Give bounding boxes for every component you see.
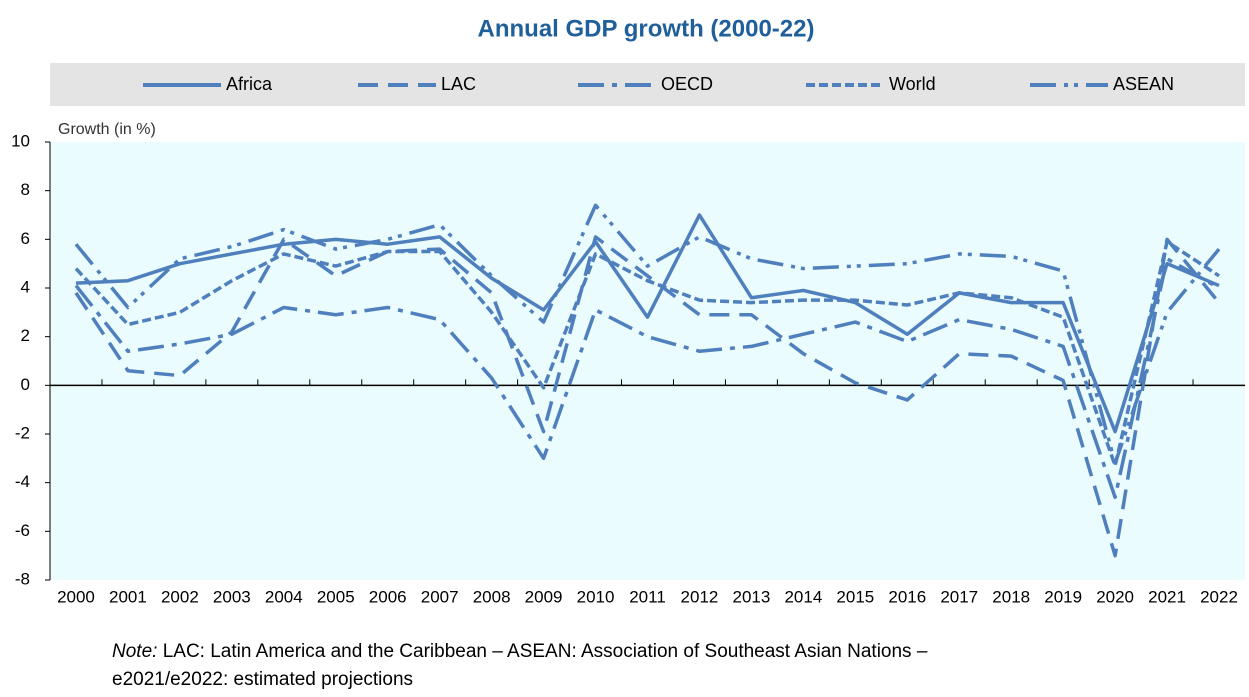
series-line	[75, 213, 1220, 434]
x-tick-label: 2010	[577, 587, 615, 606]
y-tick-label: 6	[21, 229, 30, 248]
x-tick-label: 2000	[57, 587, 95, 606]
y-tick-label: -4	[15, 472, 30, 491]
legend-label: ASEAN	[1113, 74, 1174, 94]
series-line	[74, 235, 1221, 558]
note: Note: LAC: Latin America and the Caribbe…	[112, 641, 928, 662]
note-line: e2021/e2022: estimated projections	[112, 669, 413, 690]
x-tick-label: 2003	[213, 587, 251, 606]
y-tick-label: 2	[21, 326, 30, 345]
y-tick-label: -8	[15, 569, 30, 588]
x-tick-label: 2004	[265, 587, 303, 606]
y-tick-label: -2	[15, 423, 30, 442]
y-tick-label: 8	[21, 180, 30, 199]
x-tick-label: 2011	[629, 587, 666, 606]
y-tick-label: 4	[21, 277, 30, 296]
y-tick-label: 10	[11, 131, 30, 150]
plot-area	[50, 142, 1245, 580]
y-axis-label: Growth (in %)	[58, 121, 156, 138]
series-line	[74, 240, 1220, 468]
x-tick-label: 2001	[109, 587, 147, 606]
legend-label: LAC	[441, 74, 476, 94]
x-tick-label: 2020	[1096, 587, 1134, 606]
x-tick-label: 2022	[1200, 587, 1238, 606]
x-tick-label: 2015	[836, 587, 874, 606]
x-tick-label: 2002	[161, 587, 199, 606]
x-tick-label: 2016	[888, 587, 926, 606]
series-line	[74, 203, 1221, 465]
y-tick-label: 0	[21, 375, 30, 394]
y-tick-label: -6	[15, 521, 30, 540]
x-tick-label: 2017	[940, 587, 978, 606]
legend-label: OECD	[661, 74, 713, 94]
x-tick-label: 2007	[421, 587, 459, 606]
x-tick-label: 2013	[732, 587, 770, 606]
x-tick-label: 2008	[473, 587, 511, 606]
x-tick-label: 2019	[1044, 587, 1082, 606]
x-tick-label: 2021	[1148, 587, 1186, 606]
x-tick-label: 2009	[525, 587, 563, 606]
legend-label: World	[889, 74, 936, 94]
legend-label: Africa	[226, 74, 273, 94]
series-line	[74, 257, 1220, 500]
note-label: Note:	[112, 641, 157, 662]
x-tick-label: 2014	[784, 587, 822, 606]
x-tick-label: 2005	[317, 587, 355, 606]
x-tick-label: 2018	[992, 587, 1030, 606]
x-tick-label: 2006	[369, 587, 407, 606]
x-tick-label: 2012	[681, 587, 719, 606]
note-line: LAC: Latin America and the Caribbean – A…	[163, 641, 928, 662]
chart-title: Annual GDP growth (2000-22)	[478, 15, 815, 42]
